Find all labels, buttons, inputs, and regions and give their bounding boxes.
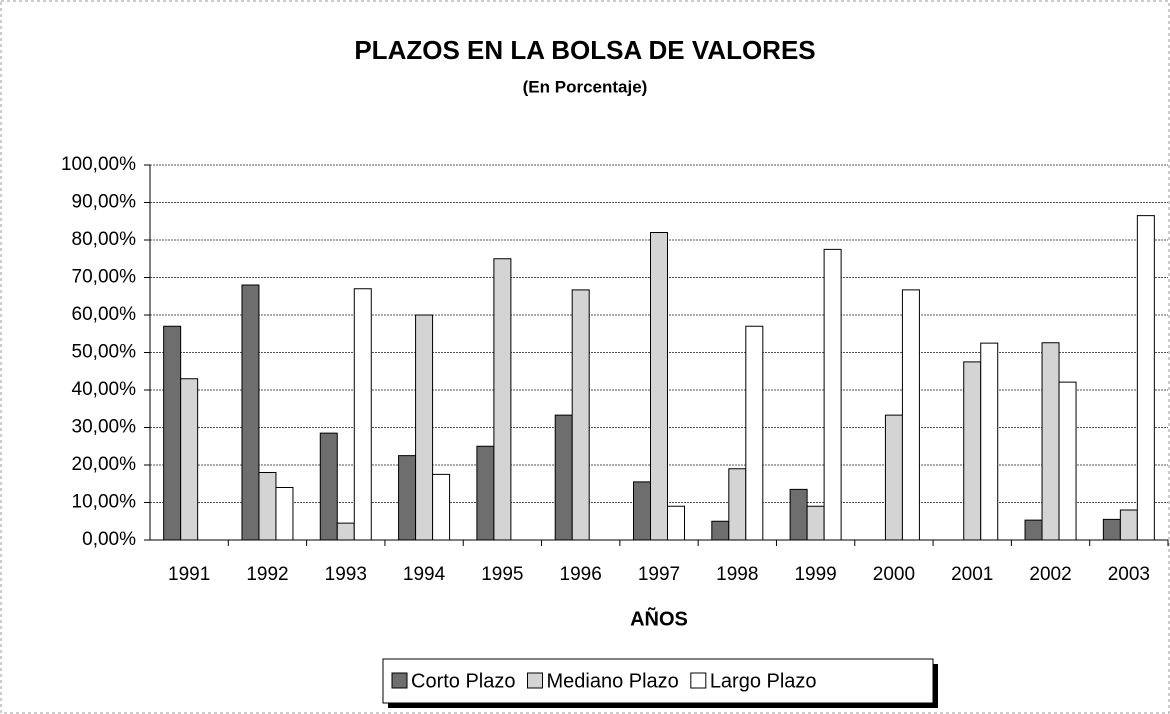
bar	[823, 248, 842, 541]
y-tick-label: 90,00%	[72, 192, 137, 213]
y-tick-label: 60,00%	[72, 304, 137, 325]
bar	[901, 289, 920, 541]
bar	[415, 314, 434, 541]
x-tick-label: 1999	[794, 564, 836, 585]
x-tick-label: 1995	[481, 564, 523, 585]
x-tick-label: 1993	[325, 564, 367, 585]
bar	[258, 472, 277, 541]
chart-title: PLAZOS EN LA BOLSA DE VALORES	[354, 35, 815, 65]
y-tick-label: 80,00%	[72, 229, 137, 250]
legend-swatch	[391, 672, 408, 689]
legend: Corto Plazo Mediano Plazo Largo Plazo	[382, 658, 938, 708]
bar	[398, 455, 417, 541]
y-tick-label: 70,00%	[72, 267, 137, 288]
bar	[336, 522, 355, 541]
x-tick-label: 1997	[638, 564, 680, 585]
bar	[806, 505, 825, 541]
chart-subtitle: (En Porcentaje)	[523, 77, 648, 96]
bar	[633, 481, 651, 541]
bar	[711, 520, 730, 541]
bar	[241, 284, 260, 541]
bar	[1119, 509, 1138, 541]
bar	[180, 378, 199, 541]
y-tick-label: 100,00%	[61, 154, 136, 175]
bar	[884, 414, 903, 541]
legend-box	[382, 658, 934, 704]
x-tick-label: 1991	[168, 564, 210, 585]
bar	[1102, 518, 1121, 541]
bar	[353, 288, 372, 541]
x-tick-label: 2001	[951, 564, 993, 585]
bar	[728, 468, 747, 541]
y-tick-label: 0,00%	[82, 529, 136, 550]
x-tick-label: 1992	[246, 564, 288, 585]
x-tick-label: 1996	[560, 564, 602, 585]
bar	[1041, 342, 1060, 541]
bar	[980, 342, 999, 541]
bar	[650, 232, 668, 541]
x-tick-label: 2000	[873, 564, 915, 585]
y-tick-label: 30,00%	[72, 417, 137, 438]
bar	[745, 325, 764, 541]
bar	[963, 361, 982, 541]
bar	[493, 258, 512, 541]
bar	[432, 473, 451, 541]
bar	[1058, 381, 1077, 541]
legend-label: Mediano Plazo	[547, 670, 679, 692]
bar	[476, 445, 495, 541]
y-tick-label: 40,00%	[72, 379, 137, 400]
bar	[571, 289, 590, 541]
bar	[1136, 215, 1155, 541]
x-tick-label: 1998	[716, 564, 758, 585]
legend-swatch	[690, 672, 707, 689]
legend-label: Corto Plazo	[411, 670, 516, 692]
bar	[275, 487, 294, 541]
bar	[163, 325, 182, 541]
bar	[667, 505, 685, 541]
x-axis-title: AÑOS	[630, 607, 688, 630]
x-tick-label: 2002	[1029, 564, 1071, 585]
y-tick-label: 10,00%	[72, 492, 137, 513]
bar	[319, 432, 338, 541]
x-tick-label: 1994	[403, 564, 446, 585]
x-tick-label: 2003	[1108, 564, 1150, 585]
bar	[554, 414, 573, 541]
y-tick-label: 20,00%	[72, 454, 137, 475]
bar	[1024, 519, 1043, 541]
legend-swatch	[527, 672, 543, 689]
legend-label: Largo Plazo	[710, 670, 817, 692]
bar	[789, 488, 808, 541]
y-tick-label: 50,00%	[72, 342, 137, 363]
